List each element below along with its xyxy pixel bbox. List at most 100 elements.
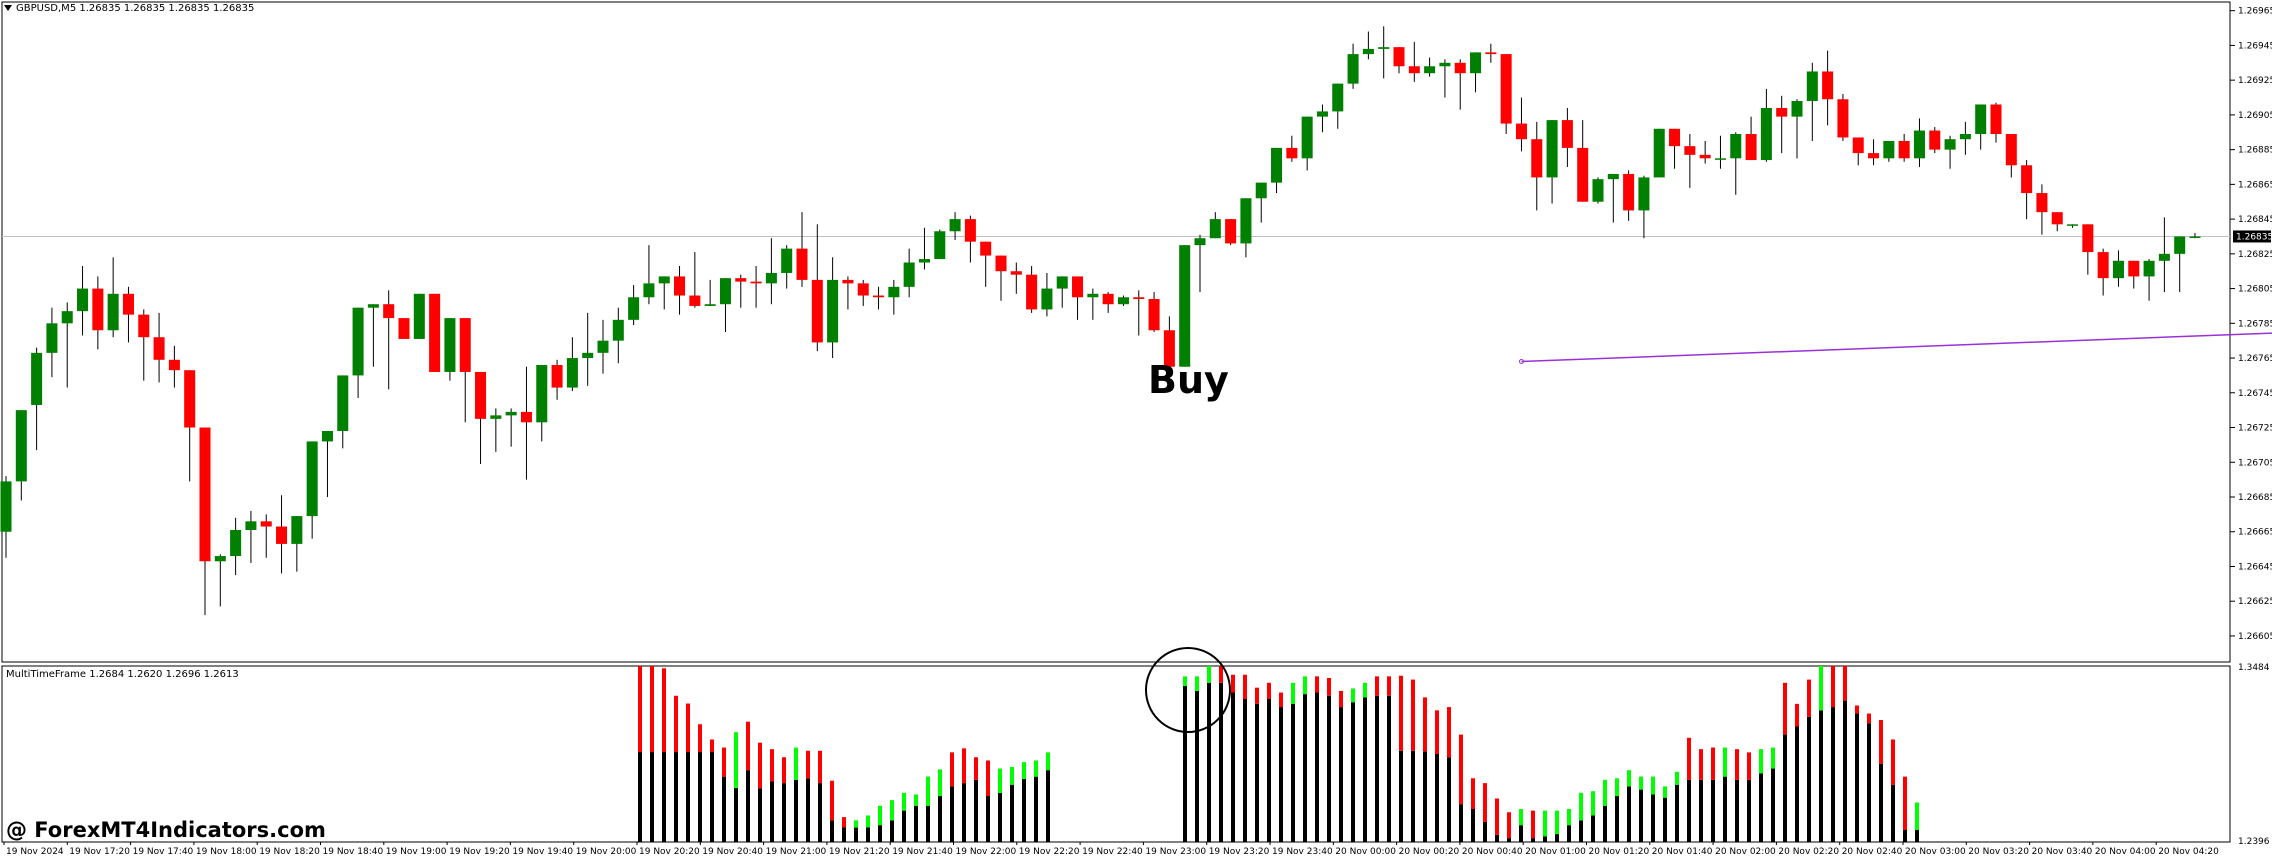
indicator-bar-signal bbox=[782, 757, 786, 784]
candle bbox=[230, 517, 242, 576]
candle-body bbox=[122, 293, 134, 315]
x-tick-label: 19 Nov 23:40 bbox=[1272, 847, 1333, 857]
indicator-bar-base bbox=[974, 779, 978, 842]
indicator-y-top-label: 1.3484 bbox=[2238, 663, 2270, 673]
indicator-bar-signal bbox=[1783, 682, 1787, 735]
indicator-bar-base bbox=[1759, 773, 1763, 842]
indicator-bar bbox=[1651, 776, 1655, 842]
candle-body bbox=[15, 410, 27, 482]
indicator-bar-base bbox=[1819, 710, 1823, 842]
indicator-bar-signal bbox=[1603, 779, 1607, 806]
indicator-bar-signal bbox=[686, 703, 690, 753]
candle bbox=[1316, 104, 1328, 133]
indicator-bar bbox=[986, 760, 990, 842]
candle-body bbox=[1209, 219, 1221, 239]
candle bbox=[92, 276, 104, 350]
indicator-bar-signal bbox=[1010, 766, 1014, 785]
candle bbox=[184, 370, 196, 482]
candle-body bbox=[643, 283, 655, 298]
indicator-bar bbox=[662, 668, 666, 842]
indicator-bar bbox=[674, 695, 678, 842]
indicator-bar-base bbox=[1783, 734, 1787, 842]
indicator-bar-base bbox=[722, 776, 726, 842]
indicator-bar-signal bbox=[1903, 776, 1907, 831]
candle bbox=[582, 312, 594, 386]
candle-body bbox=[2097, 252, 2109, 279]
candle-body bbox=[1546, 120, 1558, 178]
indicator-bar bbox=[1219, 666, 1223, 842]
indicator-bar bbox=[1891, 739, 1895, 842]
candle bbox=[1684, 134, 1696, 188]
chart-menu-arrow-icon[interactable] bbox=[4, 5, 12, 11]
candle-body bbox=[276, 526, 288, 544]
indicator-bar bbox=[1315, 676, 1319, 842]
x-tick-label: 20 Nov 01:00 bbox=[1525, 847, 1586, 857]
candle bbox=[1117, 295, 1129, 306]
candle bbox=[1975, 104, 1987, 150]
indicator-bar-base bbox=[842, 827, 846, 842]
candle bbox=[31, 347, 43, 451]
candle-body bbox=[1286, 147, 1298, 159]
indicator-bar-signal bbox=[1879, 720, 1883, 764]
candle bbox=[658, 276, 670, 310]
candle-body bbox=[582, 352, 594, 359]
candle-body bbox=[612, 319, 624, 341]
candle-body bbox=[1378, 47, 1390, 49]
candle bbox=[1852, 137, 1864, 166]
candle bbox=[2067, 224, 2079, 228]
indicator-bar-signal bbox=[1771, 747, 1775, 769]
candle-body bbox=[1592, 179, 1604, 202]
indicator-bar-base bbox=[1327, 695, 1331, 842]
candle-body bbox=[459, 318, 471, 372]
candle-body bbox=[1271, 147, 1283, 183]
indicator-bar bbox=[1399, 675, 1403, 842]
candle-body bbox=[873, 295, 885, 298]
candle bbox=[811, 224, 823, 352]
candle bbox=[367, 304, 379, 367]
indicator-bar bbox=[1555, 810, 1559, 842]
candle-body bbox=[750, 281, 762, 284]
indicator-bar-base bbox=[1243, 699, 1247, 842]
indicator-bar-base bbox=[1555, 834, 1559, 842]
candle-body bbox=[658, 276, 670, 284]
candle bbox=[1470, 52, 1482, 93]
candle bbox=[964, 215, 976, 263]
indicator-bar bbox=[866, 815, 870, 842]
indicator-bar-signal bbox=[818, 750, 822, 784]
indicator-bar-base bbox=[1387, 695, 1391, 842]
candle bbox=[1393, 47, 1405, 74]
indicator-bar-base bbox=[950, 786, 954, 842]
main-panel-title: GBPUSD,M5 1.26835 1.26835 1.26835 1.2683… bbox=[16, 3, 255, 14]
indicator-bar-signal bbox=[1831, 666, 1835, 708]
candle bbox=[214, 554, 226, 607]
candle-body bbox=[1959, 134, 1971, 140]
candle-body bbox=[398, 318, 410, 339]
indicator-bar-base bbox=[1046, 770, 1050, 842]
indicator-bar-base bbox=[794, 779, 798, 842]
indicator-bar-signal bbox=[1255, 687, 1259, 704]
indicator-bar-signal bbox=[1423, 697, 1427, 752]
indicator-bar-base bbox=[1423, 751, 1427, 842]
indicator-bar bbox=[1387, 676, 1391, 842]
candle-body bbox=[842, 279, 854, 284]
y-tick-label: 1.26785 bbox=[2238, 319, 2272, 329]
indicator-bar bbox=[1291, 682, 1295, 842]
indicator-bar bbox=[770, 749, 774, 842]
candle bbox=[628, 285, 640, 326]
candle bbox=[1347, 43, 1359, 89]
indicator-bar-base bbox=[734, 787, 738, 842]
indicator-bar bbox=[1903, 776, 1907, 842]
indicator-bar bbox=[950, 752, 954, 842]
candle-body bbox=[1806, 71, 1818, 101]
indicator-bar-signal bbox=[1687, 737, 1691, 780]
candle bbox=[566, 337, 578, 392]
candle bbox=[1745, 116, 1757, 161]
current-price-tag bbox=[2233, 230, 2271, 243]
x-tick-label: 20 Nov 01:20 bbox=[1589, 847, 1650, 857]
indicator-bar-base bbox=[1034, 776, 1038, 842]
candle bbox=[873, 286, 885, 310]
indicator-bar-signal bbox=[1327, 677, 1331, 696]
y-tick-label: 1.26865 bbox=[2238, 180, 2272, 190]
indicator-bar-base bbox=[1022, 778, 1026, 842]
